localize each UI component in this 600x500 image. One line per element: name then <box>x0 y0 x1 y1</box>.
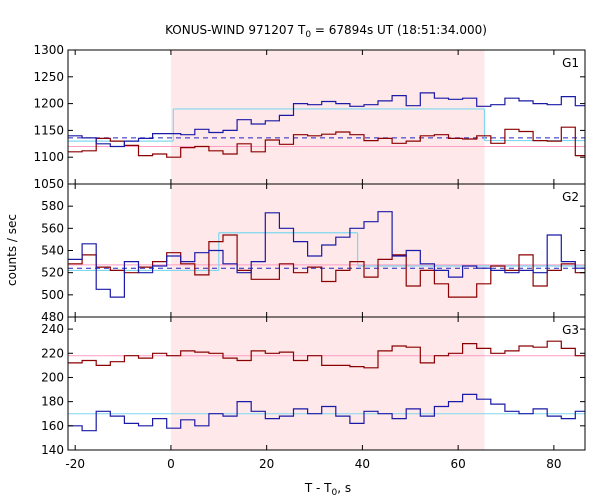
chart-title: KONUS-WIND 971207 T0 = 67894s UT (18:51:… <box>165 23 487 40</box>
y-tick-label: 560 <box>41 221 64 235</box>
panel-label: G2 <box>562 190 579 204</box>
x-tick-label: 60 <box>451 457 466 471</box>
y-tick-label: 240 <box>41 322 64 336</box>
y-tick-label: 200 <box>41 370 64 384</box>
y-tick-label: 1150 <box>33 123 64 137</box>
shaded-interval <box>170 50 485 184</box>
fit-level-segment <box>172 108 485 142</box>
panel-g3: 140 160 180 200 220 240 G3 -20 0 20 40 60 80 <box>41 316 586 471</box>
y-tick-label: 160 <box>41 419 64 433</box>
y-tick-label: 1200 <box>33 97 64 111</box>
y-tick-label: 580 <box>41 199 64 213</box>
x-tick-label: 20 <box>259 457 274 471</box>
y-tick-label: 1300 <box>33 43 64 57</box>
fit-level-segment <box>218 232 358 271</box>
y-tick-label: 1050 <box>33 177 64 191</box>
series-line <box>68 234 585 298</box>
series-line <box>68 92 585 148</box>
y-tick-label: 480 <box>41 310 64 324</box>
y-axis-label: counts / sec <box>5 214 19 286</box>
y-tick-label: 1250 <box>33 70 64 84</box>
y-tick-label: 140 <box>41 443 64 457</box>
panel-g2: 480 500 520 540 560 580 G2 <box>41 183 586 324</box>
series-line <box>68 340 585 369</box>
series-line <box>68 393 585 432</box>
x-tick-label: 0 <box>167 457 175 471</box>
y-tick-label: 220 <box>41 346 64 360</box>
y-tick-label: 180 <box>41 395 64 409</box>
x-axis-label: T - T0, s <box>304 481 351 498</box>
y-tick-label: 540 <box>41 244 64 258</box>
y-tick-label: 520 <box>41 266 64 280</box>
fit-level-segment <box>483 108 585 142</box>
x-tick-label: 80 <box>546 457 561 471</box>
panel-label: G3 <box>562 323 579 337</box>
panel-content <box>68 340 585 432</box>
panel-label: G1 <box>562 56 579 70</box>
y-tick-label: 1100 <box>33 150 64 164</box>
shaded-interval <box>170 317 485 450</box>
series-line <box>68 126 585 158</box>
x-tick-label: -20 <box>65 457 85 471</box>
panel-content <box>68 92 585 158</box>
panels-group: 1050 1100 1150 1200 1250 1300 G1 480 500 520 540 56… <box>33 43 586 471</box>
panel-g1: 1050 1100 1150 1200 1250 1300 G1 <box>33 43 586 191</box>
y-tick-label: 500 <box>41 288 64 302</box>
panel-frame <box>67 316 586 451</box>
x-tick-label: 40 <box>355 457 370 471</box>
panel-content <box>68 211 585 298</box>
series-line <box>68 211 585 298</box>
